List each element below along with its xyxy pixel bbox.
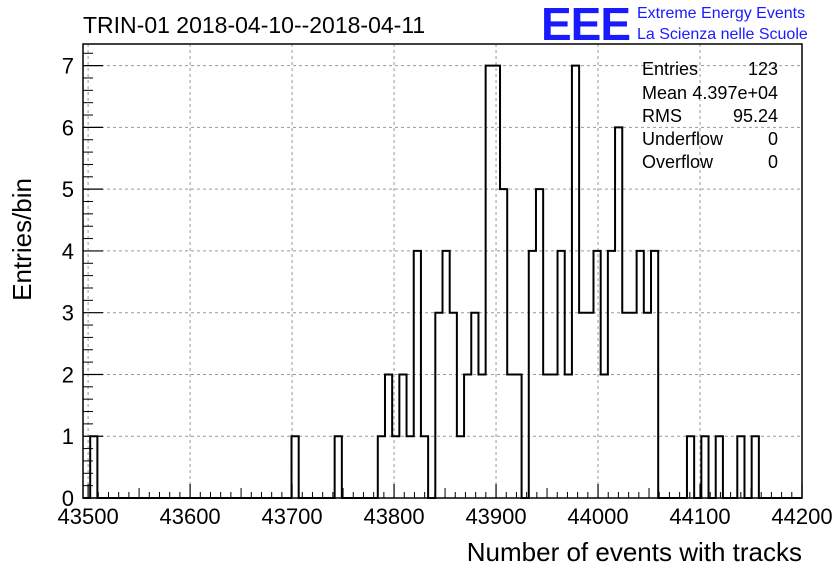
stats-overflow-label: Overflow: [642, 152, 714, 172]
y-tick-label: 2: [62, 362, 74, 387]
stats-mean-label: Mean: [642, 83, 687, 103]
y-tick-label: 0: [62, 486, 74, 511]
x-tick-label: 44100: [669, 504, 730, 529]
logo-line-1: Extreme Energy Events: [637, 5, 805, 22]
plot-frame: [82, 43, 803, 499]
x-tick-label: 43500: [58, 504, 119, 529]
logo-letters: EEE: [541, 0, 630, 50]
y-tick-label: 7: [62, 54, 74, 79]
x-tick-label: 44000: [567, 504, 628, 529]
stats-rms-value: 95.24: [733, 106, 778, 126]
stats-underflow-value: 0: [768, 129, 778, 149]
x-tick-label: 43600: [159, 504, 220, 529]
axis-ticks: 43500 43600 43700 43800 43900 44000 44100 44200…: [58, 52, 833, 529]
y-tick-label: 5: [62, 177, 74, 202]
stats-entries-value: 123: [748, 59, 778, 79]
y-tick-label: 4: [62, 239, 74, 264]
x-axis-title: Number of events with tracks: [467, 537, 802, 567]
stats-mean-value: 4.397e+04: [692, 83, 778, 103]
y-tick-label: 6: [62, 115, 74, 140]
chart-title: TRIN-01 2018-04-10--2018-04-11: [83, 12, 425, 38]
y-axis-title: Entries/bin: [7, 178, 37, 301]
stats-overflow-value: 0: [768, 152, 778, 172]
x-tick-label: 43800: [363, 504, 424, 529]
stats-entries-label: Entries: [642, 59, 698, 79]
stats-underflow-label: Underflow: [642, 129, 724, 149]
y-tick-label: 3: [62, 301, 74, 326]
x-tick-label: 43700: [261, 504, 322, 529]
stats-box: Entries 123 Mean 4.397e+04 RMS 95.24 Und…: [642, 59, 778, 172]
x-tick-label: 43900: [465, 504, 526, 529]
eee-logo: EEE Extreme Energy Events La Scienza nel…: [541, 0, 808, 50]
y-tick-label: 1: [62, 424, 74, 449]
x-tick-label: 44200: [771, 504, 832, 529]
stats-rms-label: RMS: [642, 106, 682, 126]
logo-line-2: La Scienza nelle Scuole: [637, 26, 808, 43]
